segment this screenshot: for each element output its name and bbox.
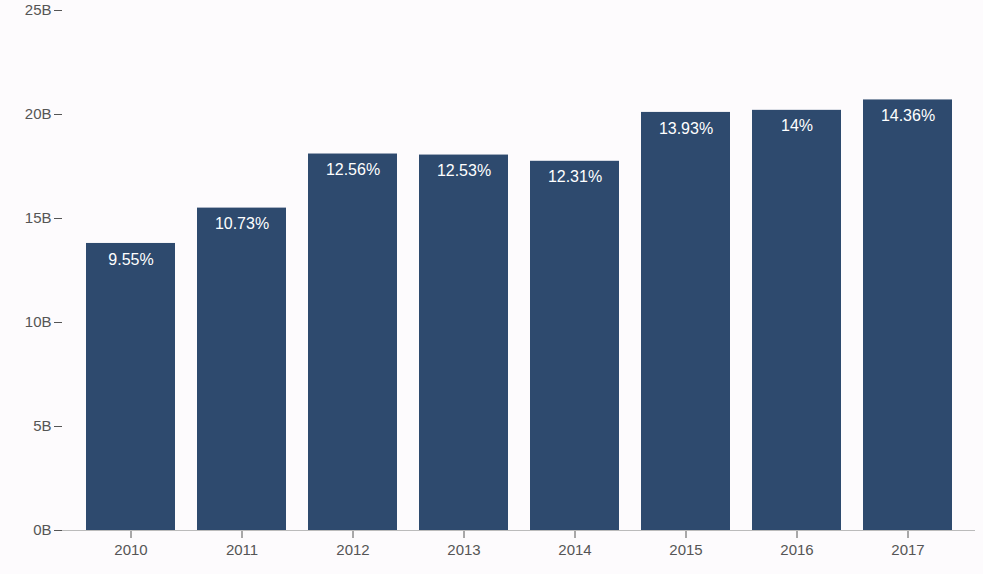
svg-text:12.53%: 12.53% [437,162,491,179]
svg-text:9.55%: 9.55% [108,251,153,268]
svg-text:2013: 2013 [447,541,480,558]
svg-text:2015: 2015 [669,541,702,558]
svg-text:14.36%: 14.36% [881,107,935,124]
svg-text:13.93%: 13.93% [659,120,713,137]
svg-text:15B: 15B [25,209,52,226]
svg-text:12.56%: 12.56% [326,161,380,178]
svg-text:25B: 25B [25,1,52,18]
svg-text:14%: 14% [781,117,813,134]
svg-text:20B: 20B [25,105,52,122]
svg-text:2010: 2010 [114,541,147,558]
svg-text:2014: 2014 [558,541,591,558]
svg-text:0B: 0B [33,521,51,538]
svg-text:5B: 5B [33,417,51,434]
svg-text:2012: 2012 [336,541,369,558]
svg-text:2016: 2016 [780,541,813,558]
svg-text:2011: 2011 [226,541,258,558]
svg-text:10B: 10B [25,313,52,330]
svg-text:12.31%: 12.31% [548,168,602,185]
svg-text:2017: 2017 [891,541,924,558]
svg-text:10.73%: 10.73% [215,215,269,232]
